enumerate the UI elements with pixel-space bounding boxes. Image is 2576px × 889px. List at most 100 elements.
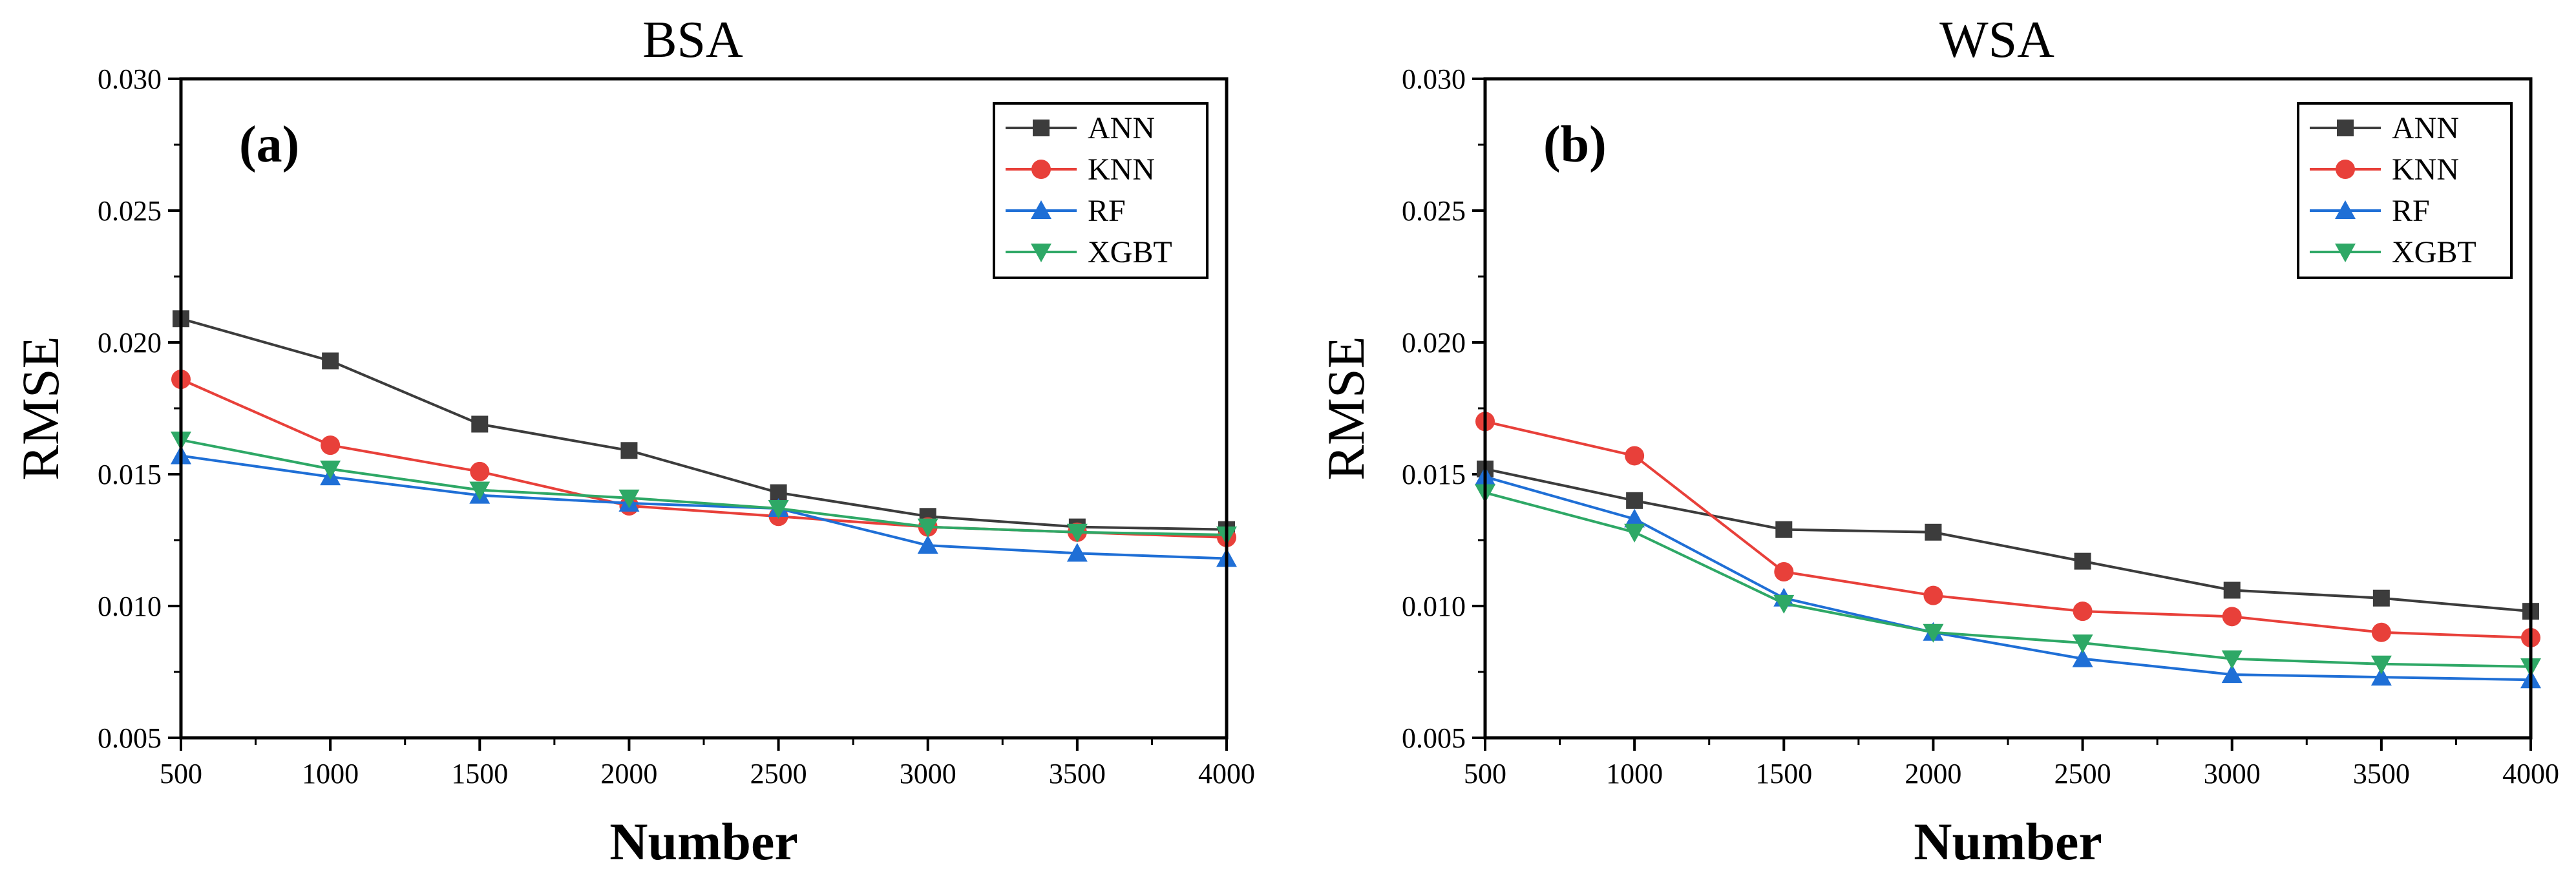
legend-item: KNN — [1006, 152, 1155, 187]
series-line — [1484, 476, 2531, 682]
legend-label: RF — [2392, 194, 2430, 228]
data-point — [2370, 655, 2392, 675]
legend-marker — [1031, 160, 1051, 179]
data-point — [618, 489, 640, 508]
y-tick-label: 0.030 — [98, 63, 162, 95]
legend-marker — [1031, 244, 1051, 262]
y-tick-label: 0.025 — [1402, 195, 1466, 227]
series-knn — [1475, 412, 2540, 647]
data-point — [1624, 523, 1645, 543]
data-point — [2223, 581, 2241, 599]
legend-label: RF — [1088, 194, 1126, 228]
y-axis-label: RMSE — [1316, 336, 1375, 480]
data-point — [1923, 623, 1944, 643]
x-tick-label: 500 — [1464, 758, 1506, 790]
legend-label: XGBT — [2392, 235, 2476, 269]
legend-marker — [2337, 120, 2354, 136]
series-line — [1484, 420, 2531, 639]
chart-panel-a: BSA 0.005 0.010 0.015 0.020 0.025 0.030 500 1000… — [11, 12, 1255, 871]
y-tick-label: 0.020 — [98, 327, 162, 359]
data-point — [469, 481, 491, 501]
data-point — [2222, 607, 2242, 627]
data-point — [1066, 543, 1088, 562]
data-point — [2072, 634, 2093, 654]
data-point — [620, 442, 638, 459]
data-point — [2221, 664, 2243, 684]
legend-marker — [2335, 244, 2356, 262]
data-point — [1624, 508, 1645, 528]
series-line — [180, 454, 1227, 560]
data-point — [917, 535, 938, 554]
data-point — [1066, 523, 1088, 543]
x-tick-label: 500 — [160, 758, 202, 790]
chart-title: BSA — [642, 12, 743, 68]
x-tick-label: 4000 — [2502, 758, 2559, 790]
y-tick-label: 0.015 — [98, 459, 162, 490]
series-rf — [171, 445, 1237, 567]
data-point — [2372, 589, 2390, 607]
data-point — [320, 460, 341, 479]
legend-item: RF — [1006, 194, 1126, 228]
data-point — [2221, 650, 2243, 669]
data-point — [1773, 594, 1795, 614]
series-line — [1484, 467, 2531, 613]
legend-label: ANN — [2392, 111, 2459, 145]
x-tick-label: 3000 — [2204, 758, 2261, 790]
data-point — [1775, 521, 1793, 538]
series-ann — [1477, 460, 2539, 620]
data-point — [1625, 446, 1645, 466]
legend-marker — [2336, 160, 2355, 179]
x-tick-label: 3500 — [2353, 758, 2410, 790]
y-tick-label: 0.005 — [1402, 722, 1466, 754]
data-point — [1925, 523, 1942, 541]
x-tick-label: 2500 — [750, 758, 807, 790]
legend-item: ANN — [2310, 111, 2459, 145]
data-point — [1774, 561, 1794, 581]
y-tick-label: 0.010 — [1402, 591, 1466, 622]
panel-label: (b) — [1543, 116, 1607, 173]
x-tick-label: 1500 — [1755, 758, 1812, 790]
x-tick-label: 3500 — [1049, 758, 1106, 790]
data-point — [471, 415, 489, 433]
data-point — [2370, 667, 2392, 686]
legend: ANN KNN RF XGBT — [993, 102, 1209, 279]
y-tick-label: 0.020 — [1402, 327, 1466, 359]
chart-panel-b: WSA 0.005 0.010 0.015 0.020 0.025 0.030 500 1000… — [1316, 12, 2559, 871]
data-point — [2072, 648, 2093, 667]
legend-box — [993, 102, 1209, 279]
legend-marker — [1033, 120, 1050, 136]
legend-item: XGBT — [2310, 235, 2476, 269]
x-axis-label: Number — [609, 812, 798, 871]
data-point — [322, 352, 339, 370]
x-tick-label: 2000 — [1905, 758, 1961, 790]
y-tick-label: 0.010 — [98, 591, 162, 622]
y-tick-label: 0.030 — [1402, 63, 1466, 95]
series-line — [1484, 491, 2531, 668]
legend-box — [2297, 102, 2513, 279]
data-point — [2371, 622, 2391, 642]
legend-marker — [2335, 200, 2356, 219]
legend-item: KNN — [2310, 152, 2459, 187]
y-axis-label: RMSE — [11, 336, 70, 480]
plot-frame — [179, 77, 1229, 740]
x-tick-label: 3000 — [900, 758, 956, 790]
legend-item: ANN — [1006, 111, 1155, 145]
legend-item: RF — [2310, 194, 2430, 228]
data-point — [1626, 492, 1643, 509]
series-line — [180, 378, 1227, 539]
legend-label: XGBT — [1088, 235, 1172, 269]
data-point — [1923, 585, 1943, 605]
series-xgbt — [171, 431, 1237, 545]
y-tick-label: 0.005 — [98, 722, 162, 754]
x-axis-label: Number — [1914, 812, 2102, 871]
x-tick-label: 1500 — [451, 758, 508, 790]
data-point — [321, 435, 341, 455]
chart-title: WSA — [1939, 12, 2054, 68]
data-point — [470, 461, 490, 481]
data-point — [2073, 601, 2093, 622]
data-point — [768, 500, 789, 519]
panel-label: (a) — [239, 116, 299, 173]
y-tick-label: 0.025 — [98, 195, 162, 227]
legend-marker — [1031, 200, 1051, 219]
